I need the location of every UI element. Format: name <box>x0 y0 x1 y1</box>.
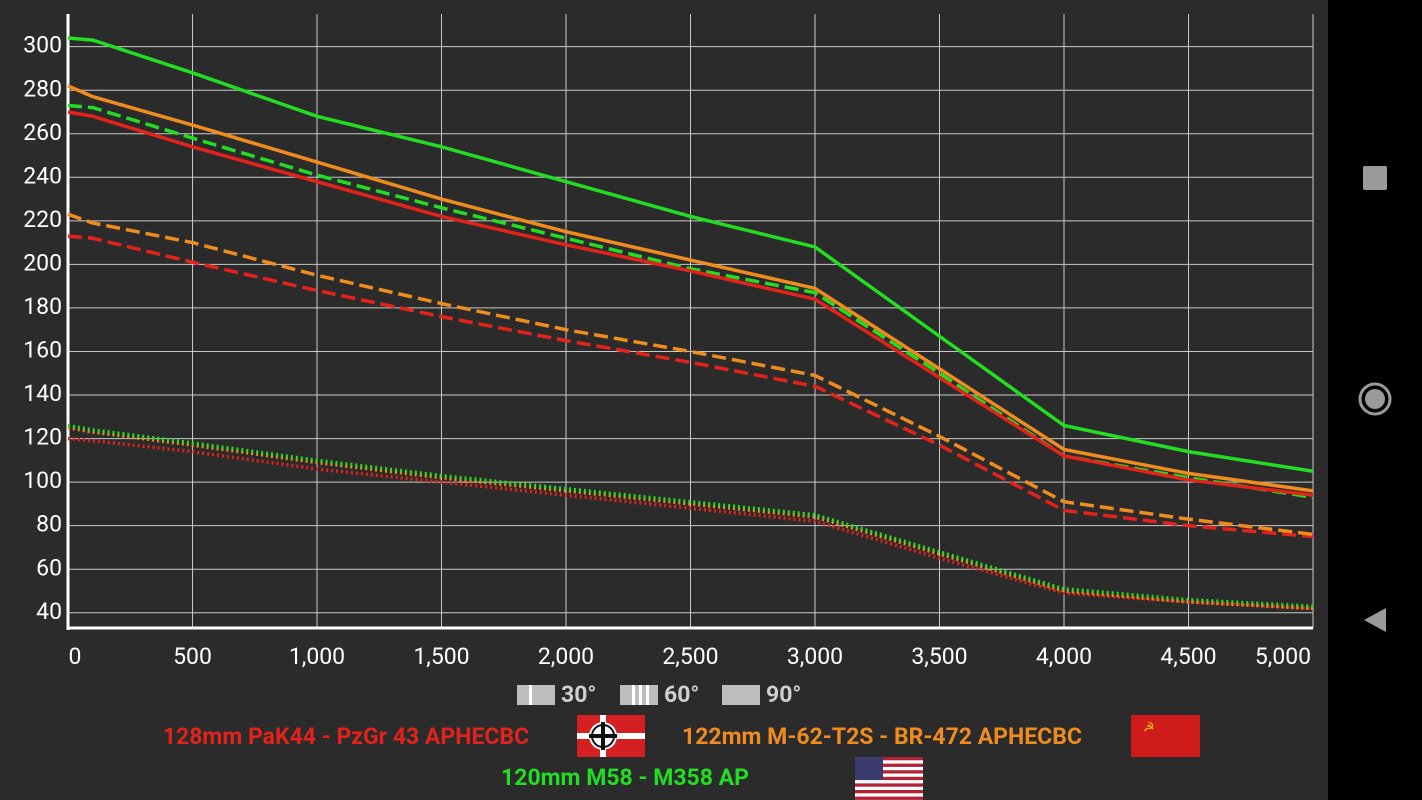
y-tick-label: 260 <box>23 119 62 146</box>
chart-background <box>0 0 1328 800</box>
plot: 40 60 80 100 120 140 160 180 200 220 240 260 280 300 0… <box>23 14 1314 670</box>
flag-usa <box>855 757 923 800</box>
y-tick-label: 200 <box>23 249 62 276</box>
x-tick-label: 1,000 <box>289 643 345 670</box>
x-tick-label: 5,000 <box>1255 643 1311 670</box>
y-tick-label: 80 <box>36 511 62 538</box>
penetration-line <box>67 234 1314 539</box>
y-tick-label: 180 <box>23 293 62 320</box>
penetration-line <box>67 36 1314 473</box>
gun-legend-label: 120mm M58 - M358 AP <box>501 764 749 791</box>
x-tick-label: 1,500 <box>413 643 469 670</box>
legend-swatch-stripe <box>646 685 649 705</box>
y-tick-label: 60 <box>36 554 62 581</box>
legend-swatch <box>517 685 555 705</box>
x-tick-label: 500 <box>173 643 212 670</box>
y-tick-label: 240 <box>23 162 62 189</box>
y-tick-label: 120 <box>23 424 62 451</box>
y-tick-label: 160 <box>23 337 62 364</box>
y-tick-label: 140 <box>23 380 62 407</box>
penetration-line <box>67 84 1314 493</box>
penetration-line <box>67 110 1314 497</box>
y-tick-label: 280 <box>23 75 62 102</box>
flag-ussr: ☭ <box>1131 715 1200 757</box>
y-tick-label: 300 <box>23 32 62 59</box>
legend-swatch <box>722 685 760 705</box>
legend-swatch-stripe <box>529 685 532 705</box>
x-tick-label: 0 <box>69 643 82 670</box>
recent-apps-button[interactable] <box>1363 166 1387 190</box>
legend-label: 90° <box>766 681 801 708</box>
home-button-dot <box>1365 389 1385 409</box>
legend-swatch-stripe <box>632 685 635 705</box>
x-tick-label: 2,500 <box>662 643 718 670</box>
x-tick-label: 3,500 <box>911 643 967 670</box>
flag-germany <box>577 715 645 757</box>
back-button[interactable] <box>1364 608 1386 632</box>
gun-legend-label: 128mm PaK44 - PzGr 43 APHECBC <box>163 723 529 750</box>
y-tick-label: 40 <box>36 598 62 625</box>
y-tick-label: 220 <box>23 206 62 233</box>
legend-label: 60° <box>664 681 699 708</box>
penetration-line <box>67 436 1314 611</box>
y-tick-label: 100 <box>23 467 62 494</box>
x-tick-label: 4,500 <box>1160 643 1216 670</box>
gun-legend-label: 122mm M-62-T2S - BR-472 APHECBC <box>682 723 1082 750</box>
x-tick-label: 2,000 <box>538 643 594 670</box>
x-tick-label: 3,000 <box>787 643 843 670</box>
legend-swatch-stripe <box>639 685 642 705</box>
hammer-sickle: ☭ <box>1143 720 1155 735</box>
home-button[interactable] <box>1358 382 1392 416</box>
x-tick-label: 4,000 <box>1036 643 1092 670</box>
legend-label: 30° <box>561 681 596 708</box>
penetration-line <box>67 212 1314 537</box>
